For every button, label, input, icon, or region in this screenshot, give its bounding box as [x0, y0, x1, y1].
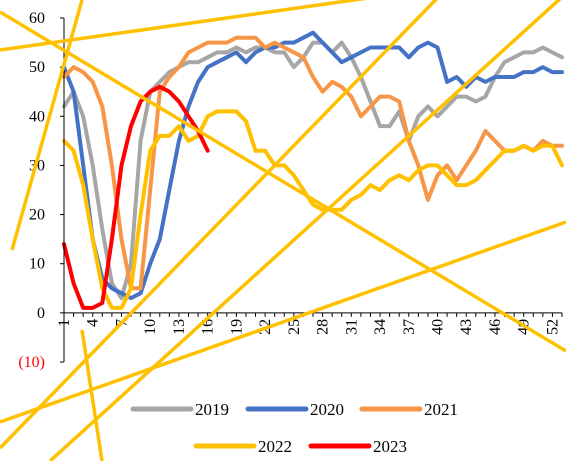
legend-label-2021: 2021: [424, 400, 458, 419]
y-tick-label: (10): [18, 354, 45, 371]
x-tick-label: 1: [56, 319, 73, 327]
x-tick-label: 52: [544, 319, 561, 335]
legend-label-2020: 2020: [310, 400, 344, 419]
legend-label-2023: 2023: [373, 437, 407, 456]
y-tick-label: 10: [29, 256, 45, 273]
x-tick-label: 34: [372, 319, 389, 335]
series-line-2022: [62, 109, 564, 310]
series-line-2023: [62, 84, 210, 310]
series-line-2020: [62, 30, 564, 301]
legend-label-2019: 2019: [195, 400, 229, 419]
legend-label-2022: 2022: [258, 437, 292, 456]
x-tick-label: 13: [171, 319, 188, 335]
legend: 2019 2020 2021 2022 2023: [130, 400, 458, 456]
overlay-line: [10, 0, 84, 251]
overlay-line: [0, 220, 566, 424]
x-tick-label: 46: [487, 319, 504, 335]
overlay-line: [0, 0, 438, 450]
x-tick-label: 31: [343, 319, 360, 335]
x-tick-label: 19: [228, 319, 245, 335]
x-tick-label: 40: [430, 319, 447, 335]
overlay-line: [0, 0, 367, 52]
series-line-2019: [62, 40, 564, 301]
overlay-line: [48, 0, 562, 461]
x-tick-label: 4: [85, 319, 102, 327]
y-tick-label: 40: [29, 108, 45, 125]
plot-area: [62, 30, 564, 310]
overlay-line: [0, 10, 566, 353]
series-line-2021: [62, 35, 564, 291]
x-tick-label: 28: [315, 319, 332, 335]
x-tick-label: 25: [286, 319, 303, 335]
overlay-line: [80, 329, 104, 461]
y-tick-label: 50: [29, 59, 45, 76]
y-tick-label: 0: [37, 305, 45, 322]
x-tick-label: 10: [142, 319, 159, 335]
y-tick-label: 60: [29, 10, 45, 27]
x-tick-label: 43: [458, 319, 475, 335]
x-tick-label: 37: [401, 319, 418, 335]
y-tick-label: 20: [29, 207, 45, 224]
